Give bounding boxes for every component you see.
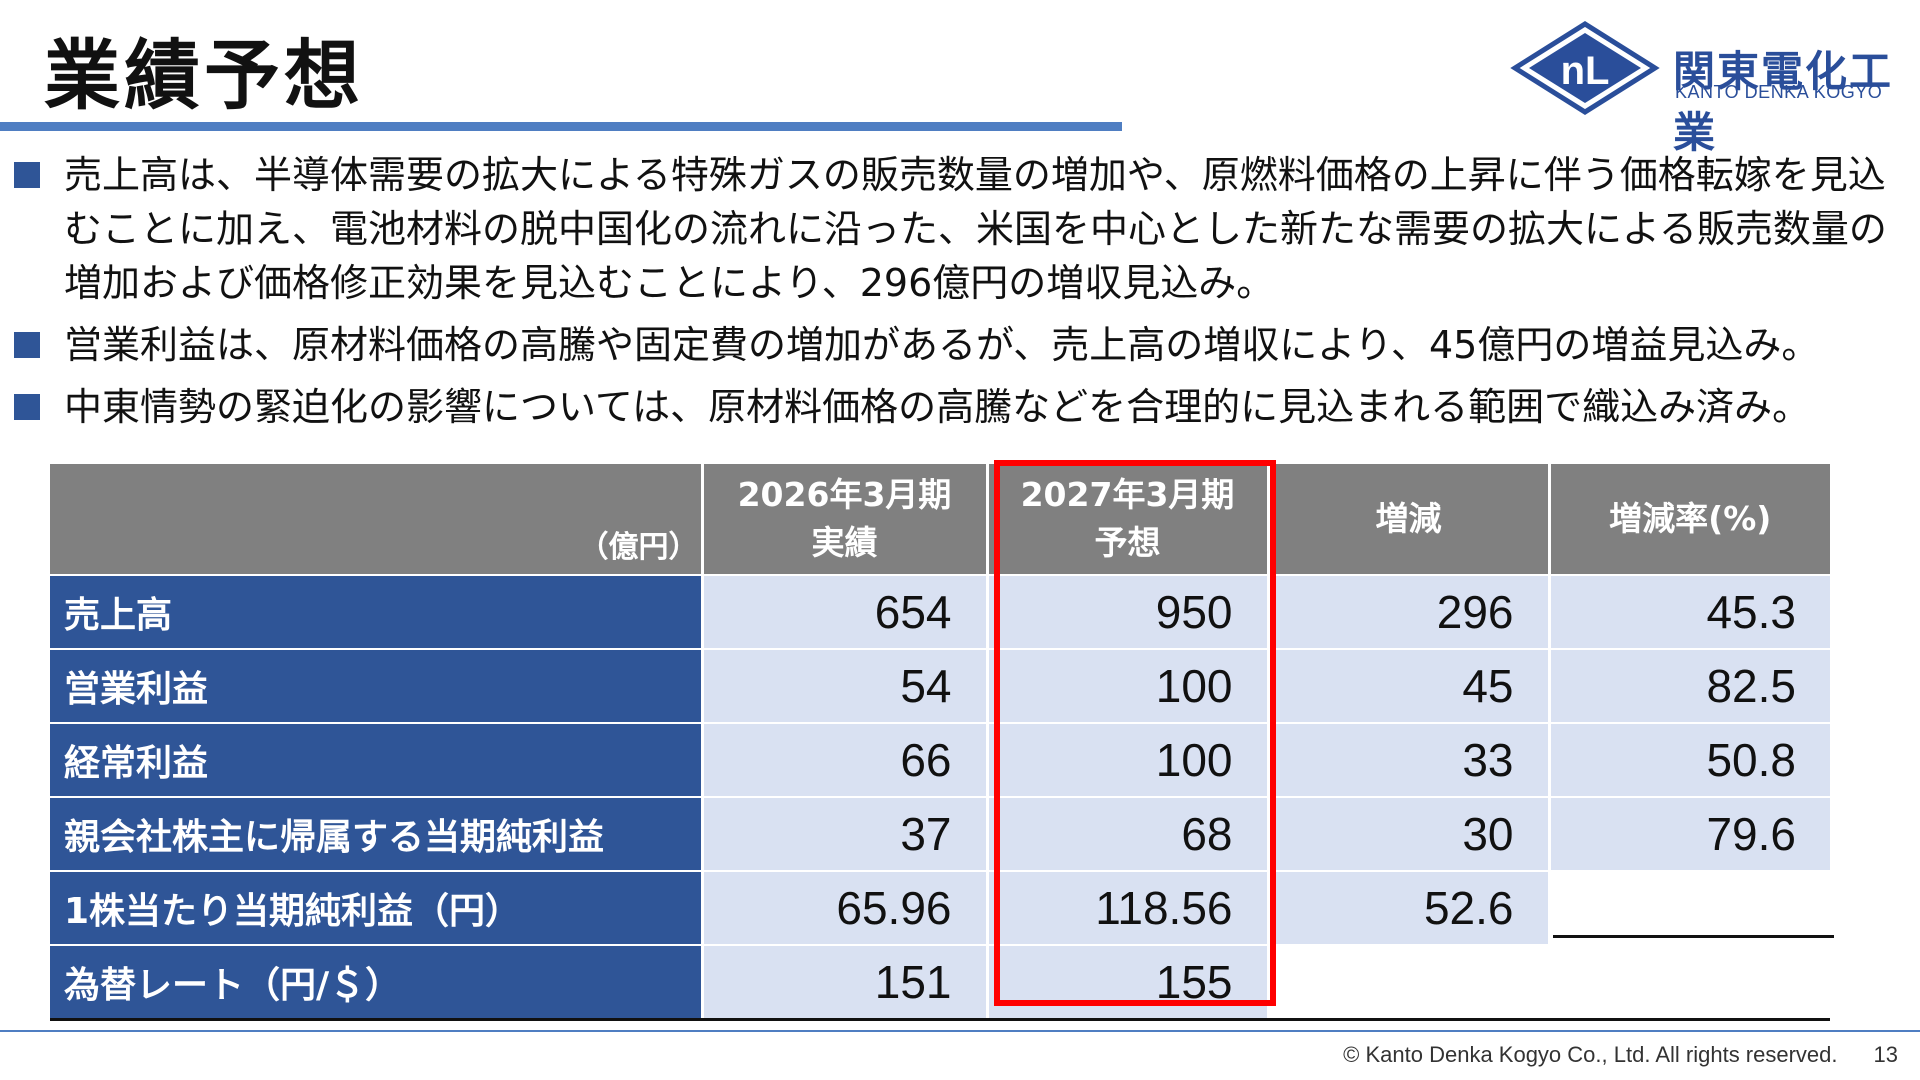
square-bullet-icon bbox=[14, 332, 40, 358]
company-logo: nL 関東電化工業 KANTO DENKA KOGYO bbox=[1505, 20, 1905, 157]
bullet-item: 売上高は、半導体需要の拡大による特殊ガスの販売数量の増加や、原燃料価格の上昇に伴… bbox=[14, 148, 1904, 310]
table-row: 親会社株主に帰属する当期純利益 37 68 30 79.6 bbox=[50, 796, 1830, 871]
table-cell: 33 bbox=[1266, 722, 1549, 797]
forecast-column-highlight bbox=[994, 460, 1276, 1006]
bullet-text: 中東情勢の緊迫化の影響については、原材料価格の高騰などを合理的に見込まれる範囲で… bbox=[64, 385, 1811, 429]
svg-text:nL: nL bbox=[1561, 49, 1610, 93]
table-row: 経常利益 66 100 33 50.8 bbox=[50, 722, 1830, 797]
page-title: 業績予想 bbox=[44, 31, 364, 120]
table-cell: 79.6 bbox=[1547, 796, 1830, 871]
empty-cell bbox=[1266, 944, 1549, 1021]
table-cell: 100 bbox=[985, 648, 1268, 723]
row-label: 1株当たり当期純利益（円） bbox=[50, 870, 702, 945]
table-cell: 50.8 bbox=[1547, 722, 1830, 797]
table-cell: 950 bbox=[985, 574, 1268, 649]
table-cell: 296 bbox=[1266, 574, 1549, 649]
table-row: 営業利益 54 100 45 82.5 bbox=[50, 648, 1830, 723]
bullet-item: 中東情勢の緊迫化の影響については、原材料価格の高騰などを合理的に見込まれる範囲で… bbox=[14, 380, 1904, 434]
table-row: 1株当たり当期純利益（円） 65.96 118.56 52.6 bbox=[50, 870, 1830, 945]
footer: © Kanto Denka Kogyo Co., Ltd. All rights… bbox=[1343, 1042, 1898, 1068]
row-label: 売上高 bbox=[50, 574, 702, 649]
row-label: 親会社株主に帰属する当期純利益 bbox=[50, 796, 702, 871]
table-header-row: （億円） 2026年3月期 実績 2027年3月期 予想 増減 増減率(%) bbox=[50, 464, 1830, 575]
unit-header: （億円） bbox=[50, 464, 702, 575]
table-row: 売上高 654 950 296 45.3 bbox=[50, 574, 1830, 649]
row-label: 為替レート（円/＄） bbox=[50, 944, 702, 1021]
table-cell: 54 bbox=[700, 648, 987, 723]
table-cell: 30 bbox=[1266, 796, 1549, 871]
bullet-list: 売上高は、半導体需要の拡大による特殊ガスの販売数量の増加や、原燃料価格の上昇に伴… bbox=[14, 148, 1904, 442]
table-row: 為替レート（円/＄） 151 155 bbox=[50, 944, 1830, 1021]
bullet-text: 売上高は、半導体需要の拡大による特殊ガスの販売数量の増加や、原燃料価格の上昇に伴… bbox=[64, 153, 1887, 305]
column-header: 増減率(%) bbox=[1547, 464, 1830, 575]
table-cell: 151 bbox=[700, 944, 987, 1021]
row-label: 営業利益 bbox=[50, 648, 702, 723]
table-cell: 68 bbox=[985, 796, 1268, 871]
empty-cell bbox=[1547, 870, 1830, 945]
empty-cell bbox=[1547, 944, 1830, 1021]
copyright-text: © Kanto Denka Kogyo Co., Ltd. All rights… bbox=[1343, 1042, 1838, 1067]
table-cell: 155 bbox=[985, 944, 1268, 1021]
column-header: 増減 bbox=[1266, 464, 1549, 575]
table-cell: 100 bbox=[985, 722, 1268, 797]
column-header: 2027年3月期 予想 bbox=[985, 464, 1268, 575]
table-cell: 52.6 bbox=[1266, 870, 1549, 945]
table-cell: 45.3 bbox=[1547, 574, 1830, 649]
logo-text-en: KANTO DENKA KOGYO bbox=[1675, 82, 1883, 102]
table-divider-line bbox=[1553, 935, 1834, 938]
title-underline bbox=[0, 122, 1122, 131]
bullet-item: 営業利益は、原材料価格の高騰や固定費の増加があるが、売上高の増収により、45億円… bbox=[14, 318, 1904, 372]
square-bullet-icon bbox=[14, 394, 40, 420]
table-cell: 118.56 bbox=[985, 870, 1268, 945]
table-cell: 82.5 bbox=[1547, 648, 1830, 723]
logo-diamond-icon: nL bbox=[1510, 21, 1660, 115]
forecast-table: （億円） 2026年3月期 実績 2027年3月期 予想 増減 増減率(%) 売上高… bbox=[50, 464, 1830, 1021]
table-cell: 66 bbox=[700, 722, 987, 797]
table-cell: 45 bbox=[1266, 648, 1549, 723]
row-label: 経常利益 bbox=[50, 722, 702, 797]
table-cell: 65.96 bbox=[700, 870, 987, 945]
page-number: 13 bbox=[1873, 1042, 1898, 1067]
table-cell: 654 bbox=[700, 574, 987, 649]
column-header: 2026年3月期 実績 bbox=[700, 464, 987, 575]
table-cell: 37 bbox=[700, 796, 987, 871]
footer-rule bbox=[0, 1030, 1920, 1032]
square-bullet-icon bbox=[14, 162, 40, 188]
logo-text-jp: 関東電化工業 bbox=[1673, 47, 1894, 157]
bullet-text: 営業利益は、原材料価格の高騰や固定費の増加があるが、売上高の増収により、45億円… bbox=[64, 323, 1820, 367]
